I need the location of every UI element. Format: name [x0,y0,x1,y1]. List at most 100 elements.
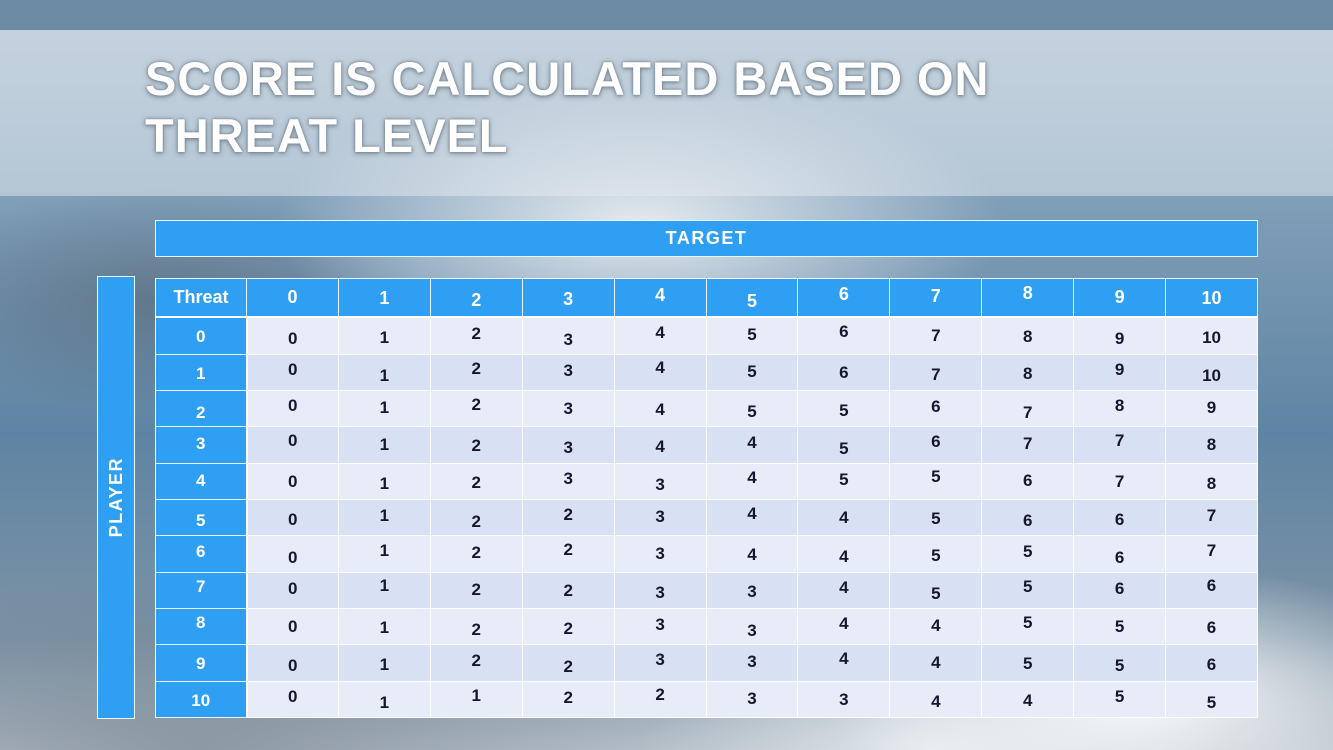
row-header: 2 [155,390,248,428]
score-cell: 3 [705,571,799,609]
cell-value: 4 [931,652,941,672]
score-cell: 3 [613,644,707,682]
score-cell: 3 [613,498,707,537]
score-cell: 1 [337,426,431,464]
cell-value: 4 [931,692,941,712]
cell-value: 4 [839,546,849,566]
cell-value: 8 [196,612,206,632]
cell-value: 8 [1206,435,1217,454]
score-cell: 4 [981,680,1075,719]
cell-value: 5 [196,510,206,530]
score-cell: 7 [1073,426,1167,464]
score-cell: 6 [981,498,1075,537]
score-cell: 3 [705,644,799,682]
score-cell: 6 [1165,571,1258,609]
score-cell: 4 [797,571,891,609]
cell-value: 1 [379,617,390,637]
score-cell: 7 [1165,498,1258,537]
cell-value: 2 [563,504,573,524]
column-header: 1 [337,278,431,318]
score-cell: 4 [797,535,891,573]
cell-value: 7 [931,365,941,385]
score-cell: 5 [797,426,891,464]
score-cell: 4 [613,390,707,428]
cell-value: 3 [655,543,665,563]
cell-value: 3 [747,582,757,602]
cell-value: 2 [655,685,665,705]
score-cell: 3 [521,390,615,428]
cell-value: 6 [931,396,941,416]
cell-value: 4 [747,433,757,452]
cell-value: 6 [838,284,849,304]
score-cell: 0 [246,462,339,501]
cell-value: 3 [839,690,849,710]
cell-value: 6 [1114,579,1125,599]
score-cell: 6 [1073,571,1167,609]
cell-value: 0 [287,360,298,380]
score-cell: 5 [889,498,983,537]
column-header: 4 [613,278,707,318]
cell-value: 7 [1022,402,1033,422]
cell-value: 3 [747,689,757,709]
player-axis-text: PLAYER [105,457,126,538]
table-row: 5 0 1 2 2 3 4 4 5 6 6 7 [155,498,1258,537]
cell-value: 6 [1206,617,1217,637]
cell-value: 1 [471,686,481,706]
score-cell: 1 [337,498,431,537]
score-cell: 5 [705,316,799,355]
score-cell: 0 [246,353,339,392]
score-cell: 5 [889,535,983,573]
score-cell: 0 [246,535,339,573]
table-row: 4 0 1 2 3 3 4 5 5 6 7 8 [155,462,1258,501]
score-cell: 0 [246,607,339,646]
score-cell: 4 [613,316,707,355]
title-line-1: SCORE IS CALCULATED BASED ON [145,52,990,105]
top-accent-bar [0,0,1333,31]
score-cell: 4 [889,607,983,646]
title-line-2: THREAT LEVEL [145,109,509,163]
column-header: 9 [1073,278,1167,318]
score-cell: 5 [705,353,799,392]
cell-value: 5 [1114,687,1125,707]
cell-value: 4 [747,544,757,564]
score-cell: 2 [429,316,523,355]
cell-value: 4 [931,615,941,635]
score-cell: 3 [705,607,799,646]
score-cell: 3 [521,462,615,501]
cell-value: 2 [196,402,206,422]
cell-value: 1 [379,366,390,386]
cell-value: 10 [191,691,211,711]
cell-value: 5 [747,401,757,421]
table-row: 10 0 1 1 2 2 3 3 4 4 5 5 [155,680,1258,719]
score-cell: 2 [521,644,615,682]
row-header: 0 [155,316,248,355]
cell-value: 1 [379,435,390,454]
cell-value: 6 [1114,509,1125,529]
table-row: 9 0 1 2 2 3 3 4 4 5 5 6 [155,644,1258,682]
score-cell: 2 [429,571,523,609]
score-cell: 4 [889,644,983,682]
cell-value: 5 [931,584,941,604]
score-cell: 5 [1165,680,1258,719]
cell-value: 8 [1114,395,1125,415]
score-cell: 7 [889,353,983,392]
score-cell: 1 [337,644,431,682]
cell-value: 4 [655,437,665,456]
score-cell: 3 [705,680,799,719]
cell-value: 6 [1206,576,1217,596]
score-cell: 1 [337,316,431,355]
cell-value: 1 [379,397,390,417]
target-axis-label: TARGET [155,220,1258,257]
cell-value: 4 [655,285,666,305]
score-cell: 4 [705,462,799,501]
cell-value: 6 [1022,510,1033,530]
cell-value: 2 [471,580,481,600]
score-cell: 5 [981,571,1075,609]
cell-value: 3 [196,434,206,453]
cell-value: 1 [379,505,390,525]
score-cell: 2 [429,426,523,464]
cell-value: 5 [747,362,757,382]
cell-value: 4 [839,613,849,633]
cell-value: 4 [655,358,665,378]
score-cell: 1 [337,390,431,428]
